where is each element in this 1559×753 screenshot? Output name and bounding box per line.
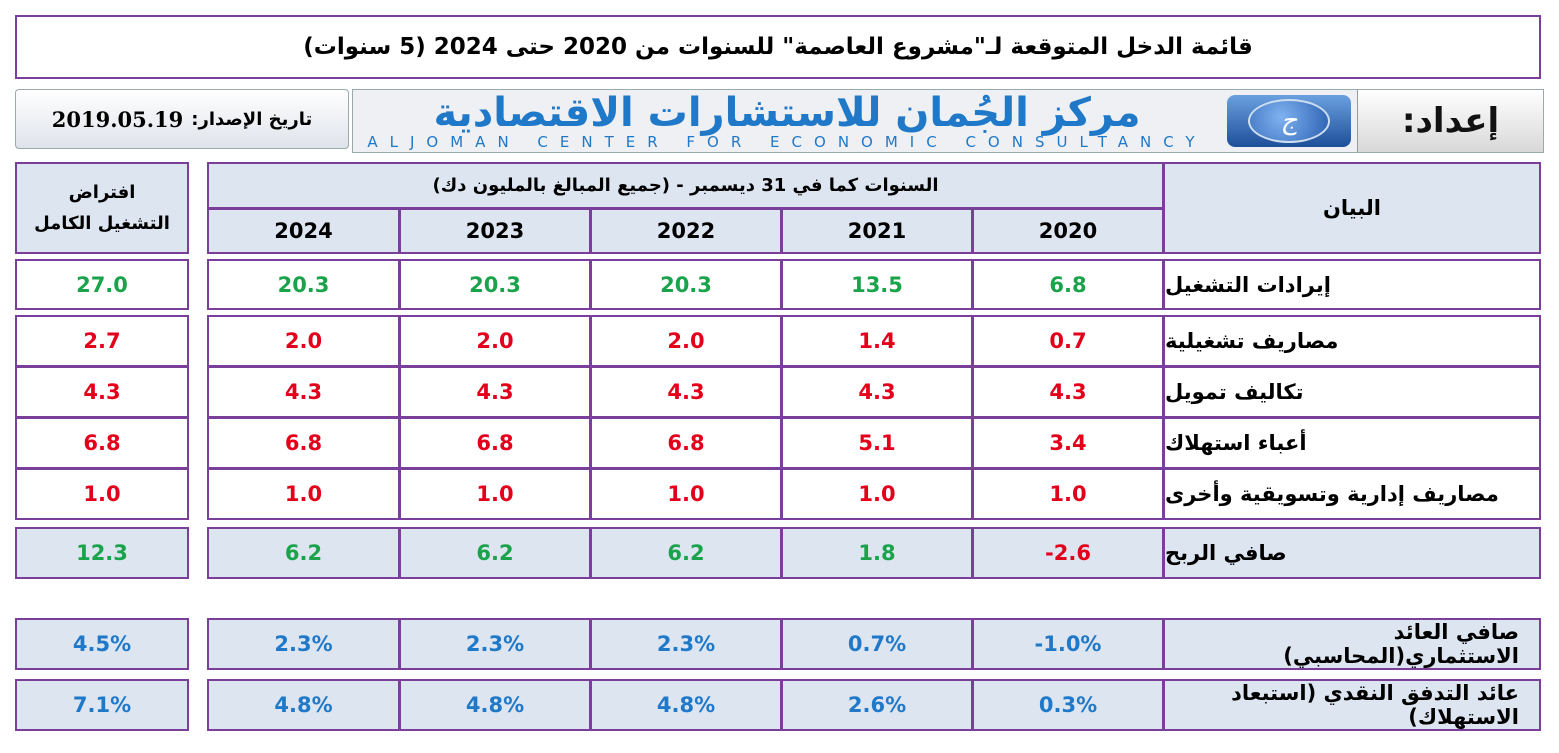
value-cell: 20.3 [590, 259, 782, 310]
row-label: صافي الربح [1163, 527, 1541, 579]
issue-date-value: 2019.05.19 [51, 106, 184, 132]
row-label: مصاريف تشغيلية [1163, 315, 1541, 367]
years-caption: السنوات كما في 31 ديسمبر - (جميع المبالغ… [207, 162, 1164, 209]
value-cell: 20.3 [207, 259, 400, 310]
full-operation-cell: 12.3 [15, 527, 189, 579]
value-cell: -2.6 [972, 527, 1164, 579]
page-title-text: قائمة الدخل المتوقعة لـ"مشروع العاصمة" ل… [303, 34, 1253, 60]
full-operation-cell: 2.7 [15, 315, 189, 367]
value-cell: 2.0 [590, 315, 782, 367]
value-cell: 2.0 [399, 315, 591, 367]
value-cell: 2.3% [207, 618, 400, 670]
item-column-header: البيان [1163, 162, 1541, 254]
value-cell: 6.8 [972, 259, 1164, 310]
value-cell: 6.8 [207, 417, 400, 469]
value-cell: 6.2 [207, 527, 400, 579]
prepared-by-label: إعداد: [1357, 90, 1543, 152]
value-cell: 1.8 [781, 527, 973, 579]
value-cell: 6.8 [399, 417, 591, 469]
row-label: تكاليف تمويل [1163, 366, 1541, 418]
value-cell: 4.3 [207, 366, 400, 418]
value-cell: 0.7 [972, 315, 1164, 367]
value-cell: 5.1 [781, 417, 973, 469]
row-label: مصاريف إدارية وتسويقية وأخرى [1163, 468, 1541, 520]
full-operation-cell: 4.3 [15, 366, 189, 418]
value-cell: 6.2 [399, 527, 591, 579]
full-operation-cell: 7.1% [15, 679, 189, 731]
full-operation-header-line2: التشغيل الكامل [34, 213, 170, 234]
full-operation-cell: 4.5% [15, 618, 189, 670]
year-header-2023: 2023 [399, 208, 591, 254]
page-title: قائمة الدخل المتوقعة لـ"مشروع العاصمة" ل… [15, 15, 1541, 79]
full-operation-header-line1: افتراض [68, 182, 136, 203]
value-cell: 4.3 [781, 366, 973, 418]
value-cell: 2.3% [590, 618, 782, 670]
value-cell: 1.0 [207, 468, 400, 520]
issue-date-box: تاريخ الإصدار: 2019.05.19 [15, 89, 349, 149]
value-cell: 4.3 [399, 366, 591, 418]
row-label: عائد التدفق النقدي (استبعاد الاستهلاك) [1163, 679, 1541, 731]
row-label: إيرادات التشغيل [1163, 259, 1541, 310]
org-name: مركز الجُمان للاستشارات الاقتصادية ALJOM… [353, 92, 1221, 150]
value-cell: 2.3% [399, 618, 591, 670]
value-cell: 4.8% [590, 679, 782, 731]
value-cell: -1.0% [972, 618, 1164, 670]
value-cell: 1.0 [399, 468, 591, 520]
value-cell: 13.5 [781, 259, 973, 310]
full-operation-cell: 6.8 [15, 417, 189, 469]
value-cell: 3.4 [972, 417, 1164, 469]
value-cell: 4.3 [972, 366, 1164, 418]
year-header-2020: 2020 [972, 208, 1164, 254]
value-cell: 0.7% [781, 618, 973, 670]
value-cell: 1.0 [972, 468, 1164, 520]
value-cell: 1.4 [781, 315, 973, 367]
item-column-header-text: البيان [1322, 196, 1382, 220]
value-cell: 4.8% [207, 679, 400, 731]
value-cell: 4.8% [399, 679, 591, 731]
year-header-2024: 2024 [207, 208, 400, 254]
full-operation-header: افتراض التشغيل الكامل [15, 162, 189, 254]
value-cell: 6.2 [590, 527, 782, 579]
year-2024-text: 2024 [274, 219, 333, 243]
years-caption-text: السنوات كما في 31 ديسمبر - (جميع المبالغ… [432, 175, 939, 196]
year-2023-text: 2023 [465, 219, 525, 243]
org-banner: إعداد: ج مركز الجُمان للاستشارات الاقتصا… [352, 89, 1544, 153]
year-header-2022: 2022 [590, 208, 782, 254]
year-2020-text: 2020 [1038, 219, 1098, 243]
value-cell: 1.0 [781, 468, 973, 520]
row-label: أعباء استهلاك [1163, 417, 1541, 469]
value-cell: 1.0 [590, 468, 782, 520]
issue-date-label: تاريخ الإصدار: [191, 108, 313, 130]
year-2022-text: 2022 [656, 219, 716, 243]
year-2021-text: 2021 [847, 219, 907, 243]
value-cell: 0.3% [972, 679, 1164, 731]
value-cell: 2.0 [207, 315, 400, 367]
value-cell: 20.3 [399, 259, 591, 310]
full-operation-cell: 27.0 [15, 259, 189, 310]
value-cell: 4.3 [590, 366, 782, 418]
row-label: صافي العائد الاستثماري(المحاسبي) [1163, 618, 1541, 670]
year-header-2021: 2021 [781, 208, 973, 254]
org-name-arabic: مركز الجُمان للاستشارات الاقتصادية [433, 92, 1141, 136]
value-cell: 6.8 [590, 417, 782, 469]
value-cell: 2.6% [781, 679, 973, 731]
full-operation-cell: 1.0 [15, 468, 189, 520]
aljoman-logo-icon: ج [1227, 95, 1351, 147]
org-name-english: ALJOMAN CENTER FOR ECONOMIC CONSULTANCY [367, 133, 1207, 150]
